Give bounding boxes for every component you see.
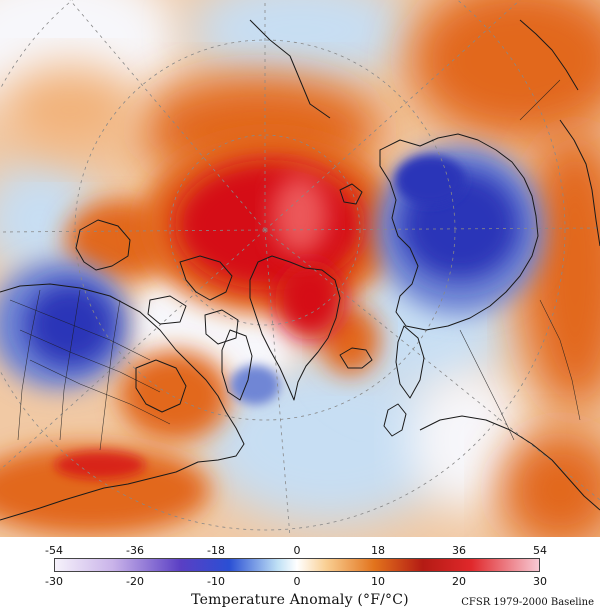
mild-warm-region-west	[0, 65, 140, 155]
coastline-britain	[383, 403, 407, 437]
coastline-scandinavia	[395, 325, 425, 399]
border-north-america-grid-1	[9, 299, 151, 361]
political-borders	[9, 79, 581, 451]
coastline-iceland	[339, 347, 373, 369]
strong-warm-region-south	[55, 451, 145, 479]
meridian-line-1	[0, 229, 266, 233]
coastline-north-pacific	[249, 19, 331, 119]
celsius-tick-label-0: -30	[45, 575, 63, 588]
border-eurasia-2	[459, 329, 515, 441]
coastline-alaska	[75, 219, 131, 271]
anomaly-fields	[0, 0, 600, 537]
strong-warm-region-greenland	[275, 260, 345, 340]
neutral-region-east	[410, 370, 530, 510]
coastline-europe-asia-south	[419, 415, 600, 511]
celsius-tick-label-2: -10	[207, 575, 225, 588]
coastline-svalbard	[339, 183, 363, 205]
coastline-greenland	[249, 255, 341, 401]
strong-cold-region-north-america	[25, 283, 115, 367]
coastline-bering	[519, 19, 579, 91]
coastline-north-america	[0, 283, 245, 521]
celsius-tick-label-3: 0	[293, 575, 301, 588]
fahrenheit-tick-label-0: -54	[45, 544, 63, 557]
warm-region-east	[520, 130, 600, 410]
coastline-baffin-island	[221, 329, 253, 401]
coastlines	[0, 19, 600, 521]
latitude-circle-outer	[0, 0, 566, 531]
fahrenheit-tick-label-5: 36	[452, 544, 466, 557]
coastline-east-asia	[559, 119, 600, 247]
map-canvas	[0, 0, 600, 537]
colorbar	[54, 558, 540, 572]
warm-region-southwest	[0, 445, 210, 535]
meridian-line-8	[264, 229, 600, 501]
mild-cold-region-north	[190, 0, 410, 85]
hotspot-core	[272, 175, 328, 255]
fahrenheit-tick-label-2: -18	[207, 544, 225, 557]
coastline-eurasia	[379, 133, 539, 331]
coastline-canadian-islands	[147, 255, 239, 345]
coastline-hudson-bay	[135, 359, 187, 413]
cold-region-labrador	[230, 365, 280, 405]
border-eurasia-1	[539, 299, 581, 421]
border-north-america-grid-4	[17, 289, 41, 441]
fahrenheit-tick-label-6: 54	[533, 544, 547, 557]
border-north-america-grid-6	[99, 299, 121, 451]
graticule	[0, 0, 600, 537]
meridian-line-4	[264, 229, 291, 537]
fahrenheit-tick-label-4: 18	[371, 544, 385, 557]
celsius-tick-label-6: 30	[533, 575, 547, 588]
border-eurasia-3	[519, 79, 561, 121]
meridian-line-6	[264, 0, 521, 231]
celsius-tick-label-4: 10	[371, 575, 385, 588]
latitude-circle-middle	[74, 39, 456, 421]
strong-cold-region-siberia-north	[395, 155, 465, 205]
meridian-line-5	[69, 0, 266, 231]
warm-region-hudson	[120, 350, 230, 440]
fahrenheit-tick-label-1: -36	[126, 544, 144, 557]
border-north-america-grid-5	[59, 289, 81, 441]
warm-region-northeast	[410, 0, 600, 140]
baseline-note: CFSR 1979-2000 Baseline	[461, 597, 594, 608]
color-legend: -54 -36 -18 0 18 36 54 -30 -20 -10 0 10 20 30 Temper…	[0, 537, 600, 610]
celsius-tick-label-5: 20	[452, 575, 466, 588]
border-north-america-grid-2	[19, 329, 161, 393]
warm-region-southeast	[500, 430, 600, 537]
latitude-circle-inner	[169, 134, 361, 326]
anomaly-map	[0, 0, 600, 537]
celsius-tick-label-1: -20	[126, 575, 144, 588]
legend-title: Temperature Anomaly (°F/°C)	[191, 592, 409, 608]
border-north-america-grid-3	[29, 359, 171, 425]
fahrenheit-tick-label-3: 0	[293, 544, 301, 557]
